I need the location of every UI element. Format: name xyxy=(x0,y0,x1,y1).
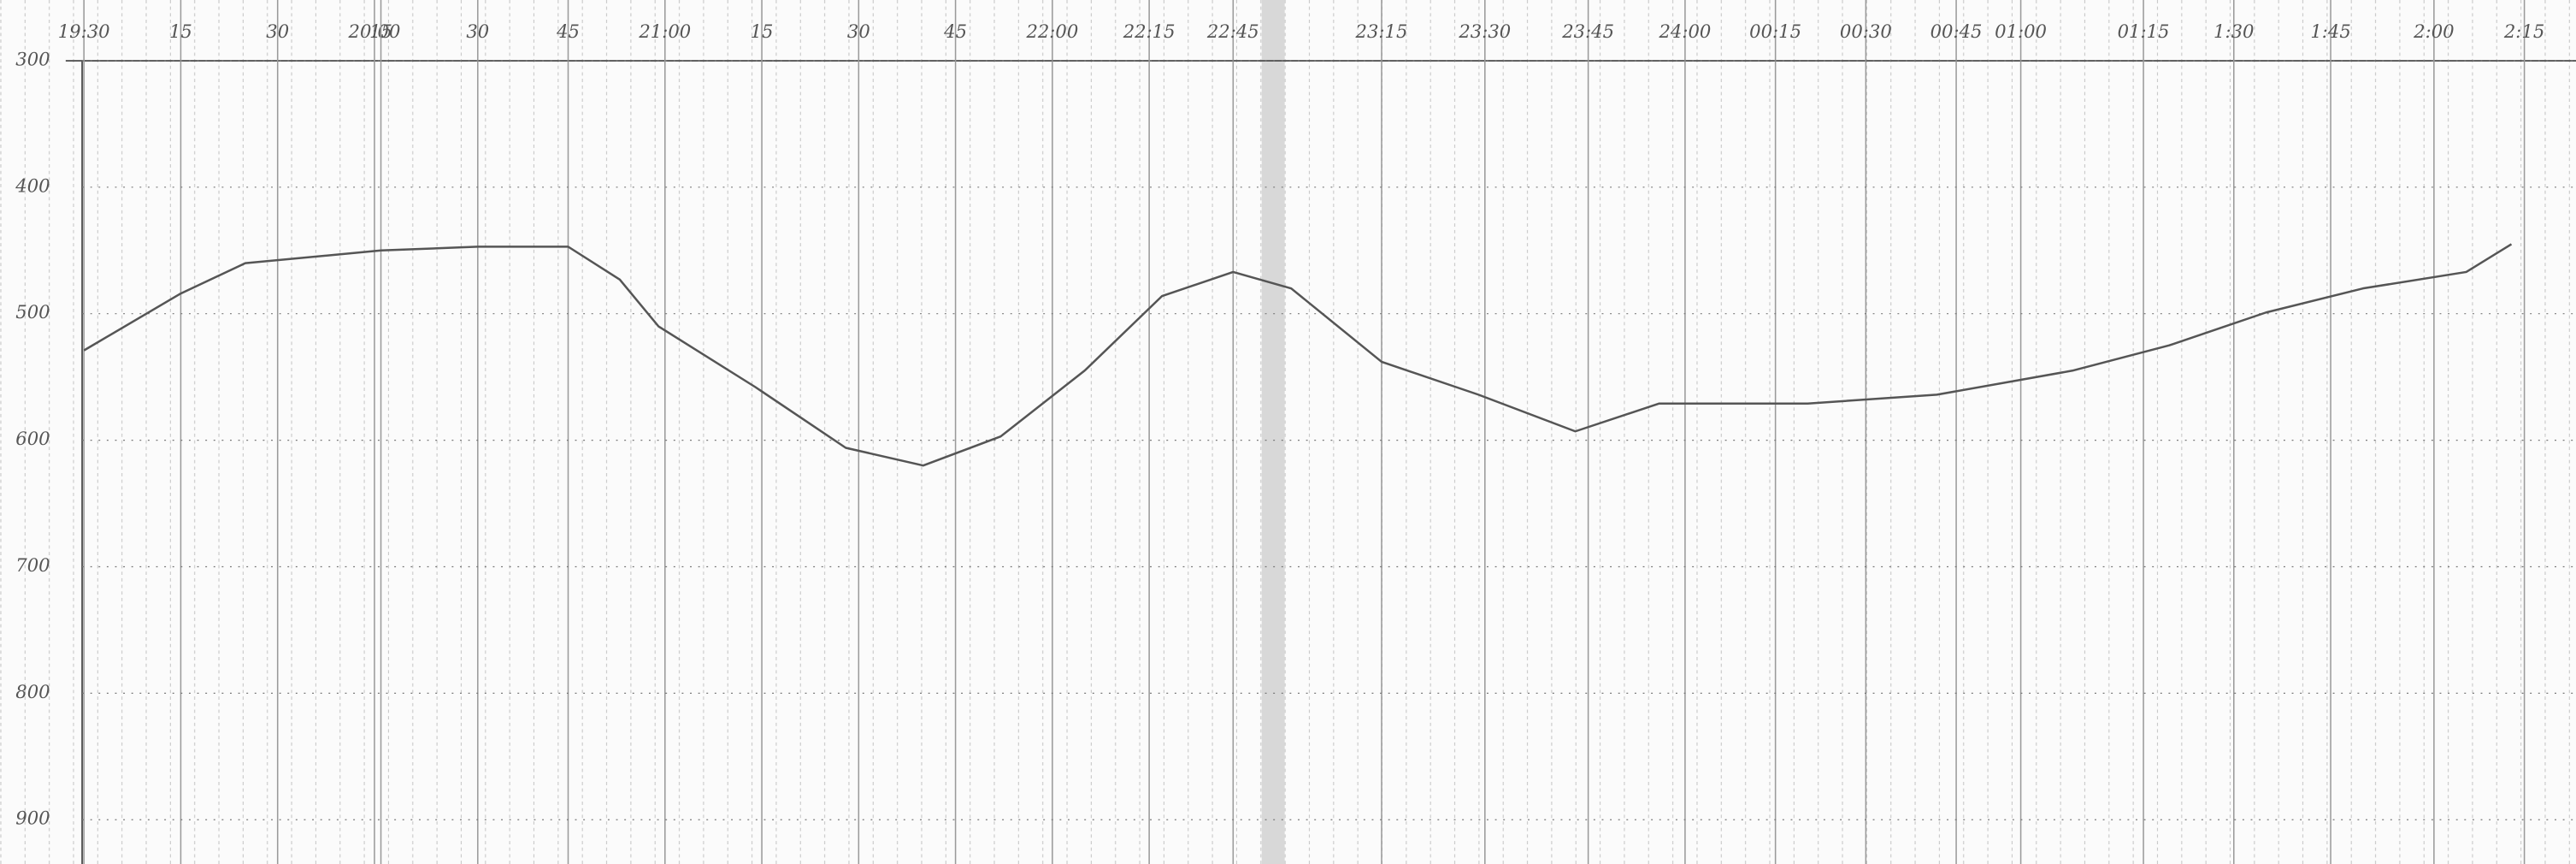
x-tick-label: 20:00 xyxy=(348,21,401,42)
y-tick-label: 800 xyxy=(15,681,50,702)
x-tick-label: 15 xyxy=(751,21,774,42)
y-tick-label: 700 xyxy=(15,554,50,576)
x-tick-label: 19:30 xyxy=(58,21,110,42)
paper-fold xyxy=(1261,0,1285,864)
x-tick-label: 30 xyxy=(266,21,289,42)
x-tick-label: 00:15 xyxy=(1749,21,1801,42)
x-tick-label: 00:30 xyxy=(1840,21,1892,42)
x-tick-label: 45 xyxy=(556,21,580,42)
y-tick-label: 600 xyxy=(15,428,50,449)
x-tick-label: 1:30 xyxy=(2213,21,2254,42)
x-tick-label: 1:45 xyxy=(2310,21,2350,42)
y-tick-label: 300 xyxy=(15,48,50,69)
x-tick-label: 21:00 xyxy=(638,21,691,42)
x-tick-label: 30 xyxy=(847,21,870,42)
y-tick-label: 900 xyxy=(15,808,50,829)
x-tick-label: 00:45 xyxy=(1931,21,1983,42)
y-tick-label: 500 xyxy=(15,301,50,323)
x-tick-label: 23:30 xyxy=(1458,21,1511,42)
x-tick-label: 24:00 xyxy=(1658,21,1711,42)
x-tick-label: 22:15 xyxy=(1123,21,1176,42)
x-tick-label: 22:45 xyxy=(1206,21,1259,42)
x-tick-label: 23:45 xyxy=(1561,21,1614,42)
x-tick-label: 23:15 xyxy=(1355,21,1408,42)
x-tick-label: 2:00 xyxy=(2413,21,2454,42)
data-line xyxy=(83,243,2513,467)
x-tick-label: 22:00 xyxy=(1025,21,1078,42)
y-tick-label: 400 xyxy=(15,175,50,196)
x-tick-label: 01:15 xyxy=(2118,21,2170,42)
x-tick-label: 15 xyxy=(169,21,192,42)
x-tick-label: 15 xyxy=(369,21,392,42)
x-tick-label: 01:00 xyxy=(1995,21,2047,42)
x-tick-label: 45 xyxy=(943,21,967,42)
x-tick-label: 30 xyxy=(466,21,489,42)
x-tick-label: 2:15 xyxy=(2503,21,2544,42)
